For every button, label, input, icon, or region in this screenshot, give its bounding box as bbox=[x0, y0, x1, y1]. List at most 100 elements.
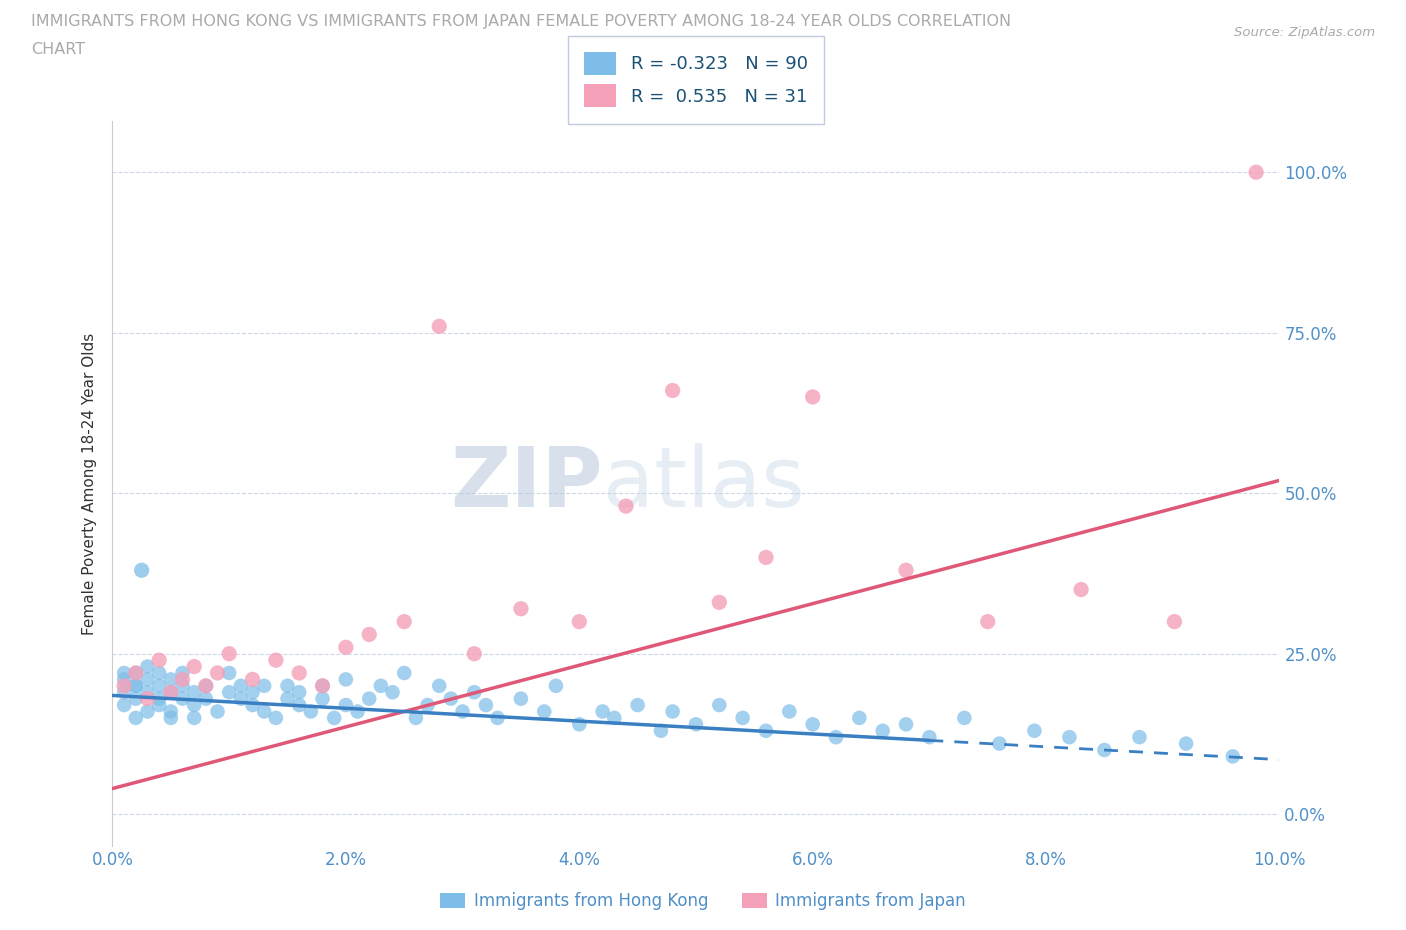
Point bbox=[359, 691, 381, 706]
Point bbox=[112, 698, 135, 712]
Point bbox=[731, 711, 754, 725]
Point bbox=[276, 691, 298, 706]
Point bbox=[335, 698, 357, 712]
Point bbox=[475, 698, 498, 712]
Point bbox=[242, 672, 264, 687]
Point bbox=[1070, 582, 1092, 597]
Point bbox=[288, 684, 311, 699]
Point bbox=[1094, 742, 1116, 757]
Point bbox=[112, 684, 135, 699]
Point bbox=[125, 666, 148, 681]
Point bbox=[370, 678, 392, 693]
Point bbox=[218, 646, 240, 661]
Point bbox=[207, 666, 229, 681]
Point bbox=[229, 691, 252, 706]
Point bbox=[218, 684, 240, 699]
Point bbox=[603, 711, 626, 725]
Point bbox=[172, 678, 194, 693]
Point bbox=[253, 678, 276, 693]
Point bbox=[194, 691, 217, 706]
Point bbox=[112, 672, 135, 687]
Point bbox=[872, 724, 894, 738]
Point bbox=[778, 704, 800, 719]
Point bbox=[359, 627, 381, 642]
Point bbox=[311, 691, 333, 706]
Point bbox=[136, 684, 159, 699]
Legend: R = -0.323   N = 90, R =  0.535   N = 31: R = -0.323 N = 90, R = 0.535 N = 31 bbox=[568, 35, 824, 124]
Point bbox=[183, 711, 205, 725]
Point bbox=[1059, 730, 1081, 745]
Point bbox=[264, 653, 287, 668]
Point bbox=[509, 691, 531, 706]
Point bbox=[650, 724, 672, 738]
Point bbox=[1222, 749, 1244, 764]
Point bbox=[661, 704, 683, 719]
Point bbox=[125, 711, 148, 725]
Point bbox=[568, 717, 591, 732]
Point bbox=[183, 659, 205, 674]
Point bbox=[112, 678, 135, 693]
Legend: Immigrants from Hong Kong, Immigrants from Japan: Immigrants from Hong Kong, Immigrants fr… bbox=[434, 885, 972, 917]
Point bbox=[148, 698, 170, 712]
Point bbox=[427, 319, 450, 334]
Point bbox=[509, 602, 531, 617]
Point bbox=[323, 711, 346, 725]
Point bbox=[1244, 165, 1267, 179]
Point bbox=[1163, 614, 1185, 629]
Point bbox=[160, 704, 183, 719]
Point bbox=[148, 691, 170, 706]
Point bbox=[253, 704, 276, 719]
Point bbox=[207, 704, 229, 719]
Point bbox=[918, 730, 941, 745]
Point bbox=[568, 614, 591, 629]
Point bbox=[276, 678, 298, 693]
Point bbox=[394, 666, 416, 681]
Point bbox=[335, 672, 357, 687]
Point bbox=[709, 698, 731, 712]
Point bbox=[335, 640, 357, 655]
Text: atlas: atlas bbox=[603, 443, 804, 525]
Point bbox=[1024, 724, 1046, 738]
Point bbox=[172, 672, 194, 687]
Point bbox=[451, 704, 474, 719]
Point bbox=[131, 563, 153, 578]
Point bbox=[755, 724, 778, 738]
Point bbox=[311, 678, 333, 693]
Point bbox=[148, 666, 170, 681]
Point bbox=[299, 704, 322, 719]
Point bbox=[242, 684, 264, 699]
Point bbox=[486, 711, 509, 725]
Point bbox=[976, 614, 998, 629]
Point bbox=[592, 704, 614, 719]
Point bbox=[136, 704, 159, 719]
Point bbox=[160, 672, 183, 687]
Point bbox=[148, 678, 170, 693]
Point bbox=[311, 678, 333, 693]
Point bbox=[125, 678, 148, 693]
Point bbox=[533, 704, 555, 719]
Point bbox=[1128, 730, 1150, 745]
Point bbox=[125, 666, 148, 681]
Point bbox=[125, 691, 148, 706]
Point bbox=[288, 698, 311, 712]
Point bbox=[136, 659, 159, 674]
Point bbox=[709, 595, 731, 610]
Point bbox=[614, 498, 637, 513]
Point bbox=[953, 711, 976, 725]
Point bbox=[381, 684, 404, 699]
Text: IMMIGRANTS FROM HONG KONG VS IMMIGRANTS FROM JAPAN FEMALE POVERTY AMONG 18-24 YE: IMMIGRANTS FROM HONG KONG VS IMMIGRANTS … bbox=[31, 14, 1011, 29]
Point bbox=[218, 666, 240, 681]
Point bbox=[544, 678, 567, 693]
Point bbox=[183, 698, 205, 712]
Point bbox=[394, 614, 416, 629]
Point bbox=[416, 698, 439, 712]
Point bbox=[661, 383, 683, 398]
Point bbox=[160, 684, 183, 699]
Point bbox=[463, 646, 485, 661]
Point bbox=[160, 684, 183, 699]
Point bbox=[988, 737, 1011, 751]
Text: CHART: CHART bbox=[31, 42, 84, 57]
Point bbox=[427, 678, 450, 693]
Point bbox=[463, 684, 485, 699]
Point bbox=[288, 666, 311, 681]
